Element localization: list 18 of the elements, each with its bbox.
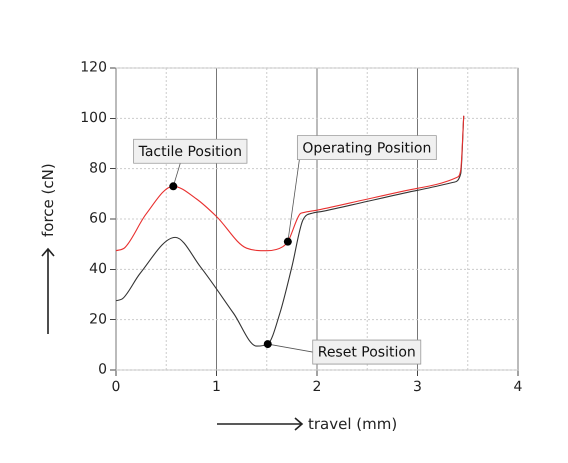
x-tick-label: 2 <box>312 379 322 396</box>
y-tick-label: 20 <box>89 311 107 328</box>
annotation: Operating Position <box>302 140 432 156</box>
y-tick-label: 80 <box>89 160 107 176</box>
y-axis-title: force (cN) <box>39 163 57 237</box>
y-tick-label: 40 <box>89 260 107 277</box>
y-tick-label: 120 <box>80 60 107 76</box>
y-tick-label: 60 <box>89 210 107 227</box>
x-axis-title: travel (mm) <box>308 415 398 433</box>
annotation: Tactile Position <box>138 144 242 160</box>
x-tick-label: 1 <box>212 379 221 396</box>
x-tick-label: 4 <box>514 379 523 396</box>
annotation: Reset Position <box>318 344 416 361</box>
x-tick-label: 3 <box>413 379 422 396</box>
y-tick-label: 100 <box>80 110 107 126</box>
line-series <box>116 115 464 252</box>
y-tick-label: 0 <box>98 362 107 378</box>
x-tick-label: 0 <box>112 379 120 396</box>
